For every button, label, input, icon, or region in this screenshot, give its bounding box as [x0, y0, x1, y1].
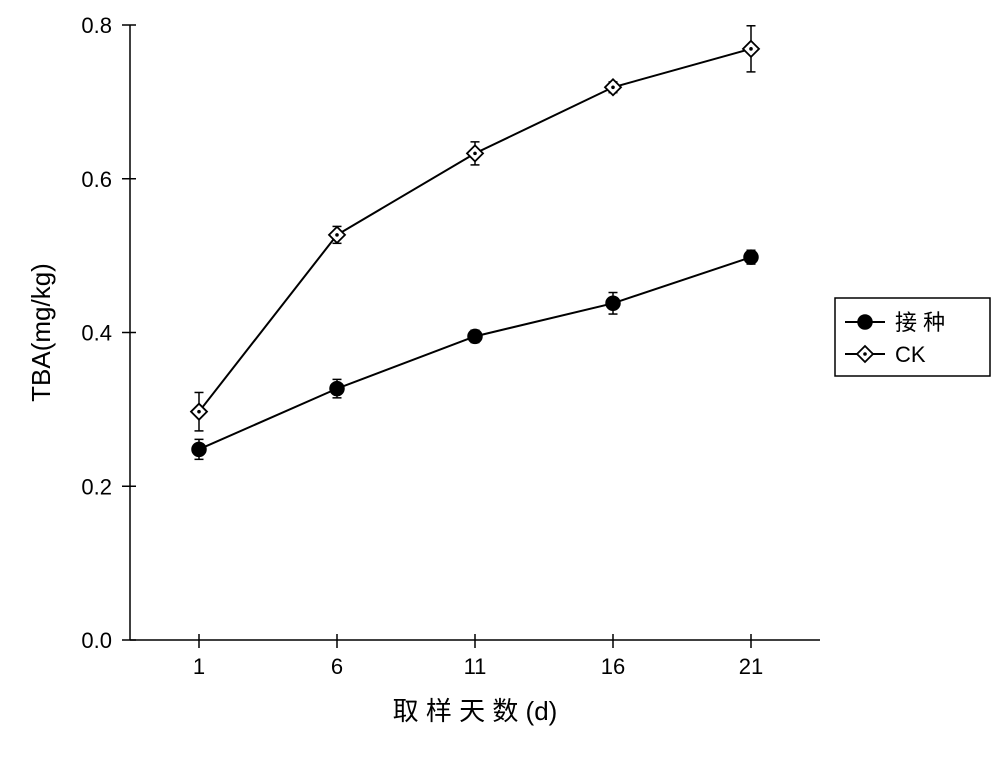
x-tick-label: 11 [464, 654, 487, 679]
x-tick-label: 1 [193, 654, 205, 679]
series-line [199, 257, 751, 449]
marker-diamond-dot [197, 410, 201, 414]
x-tick-label: 6 [331, 654, 343, 679]
legend: 接 种 CK [835, 298, 990, 376]
series-CK [191, 26, 759, 431]
marker-diamond-dot [335, 233, 339, 237]
y-tick-label: 0.8 [81, 13, 112, 38]
x-tick-label: 16 [601, 654, 625, 679]
marker-diamond-dot [749, 47, 753, 51]
x-axis-title: 取 样 天 数 (d) [393, 696, 558, 726]
marker-circle [330, 382, 344, 396]
legend-label: CK [895, 342, 926, 367]
y-tick-label: 0.6 [81, 167, 112, 192]
marker-circle [468, 329, 482, 343]
marker-circle [192, 442, 206, 456]
x-tick-label: 21 [739, 654, 763, 679]
y-axis-title: TBA(mg/kg) [26, 263, 56, 402]
y-tick-label: 0.2 [81, 474, 112, 499]
legend-label: 接 种 [895, 310, 945, 335]
marker-circle [858, 315, 872, 329]
marker-diamond-dot [863, 352, 867, 356]
marker-circle [744, 250, 758, 264]
marker-diamond-dot [473, 152, 477, 156]
series-line [199, 49, 751, 412]
marker-diamond-dot [611, 85, 615, 89]
line-chart: 16111621取 样 天 数 (d)0.00.20.40.60.8TBA(mg… [0, 0, 1000, 759]
marker-circle [606, 296, 620, 310]
y-tick-label: 0.0 [81, 628, 112, 653]
y-tick-label: 0.4 [81, 321, 112, 346]
series-接 种 [192, 250, 758, 459]
chart-container: 16111621取 样 天 数 (d)0.00.20.40.60.8TBA(mg… [0, 0, 1000, 759]
